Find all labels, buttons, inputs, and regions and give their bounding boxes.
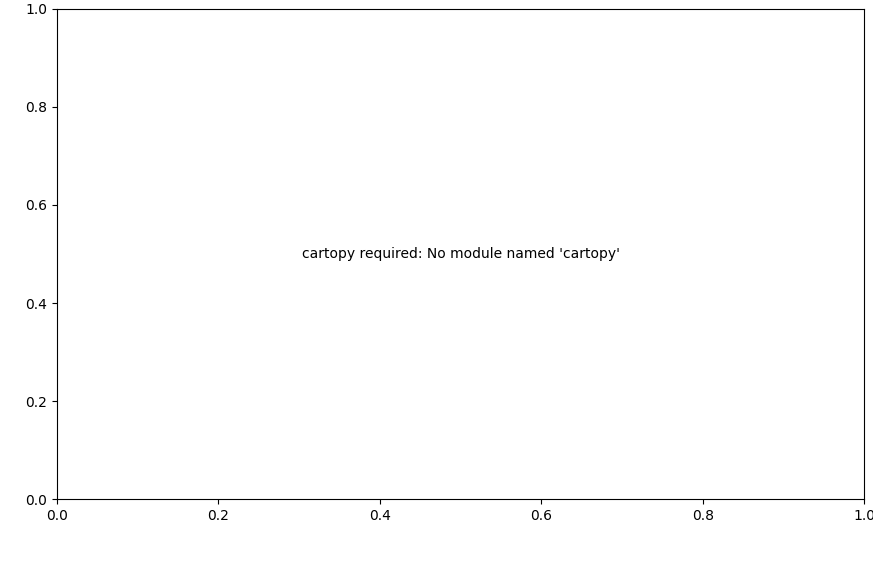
Text: cartopy required: No module named 'cartopy': cartopy required: No module named 'carto… [301,247,620,261]
